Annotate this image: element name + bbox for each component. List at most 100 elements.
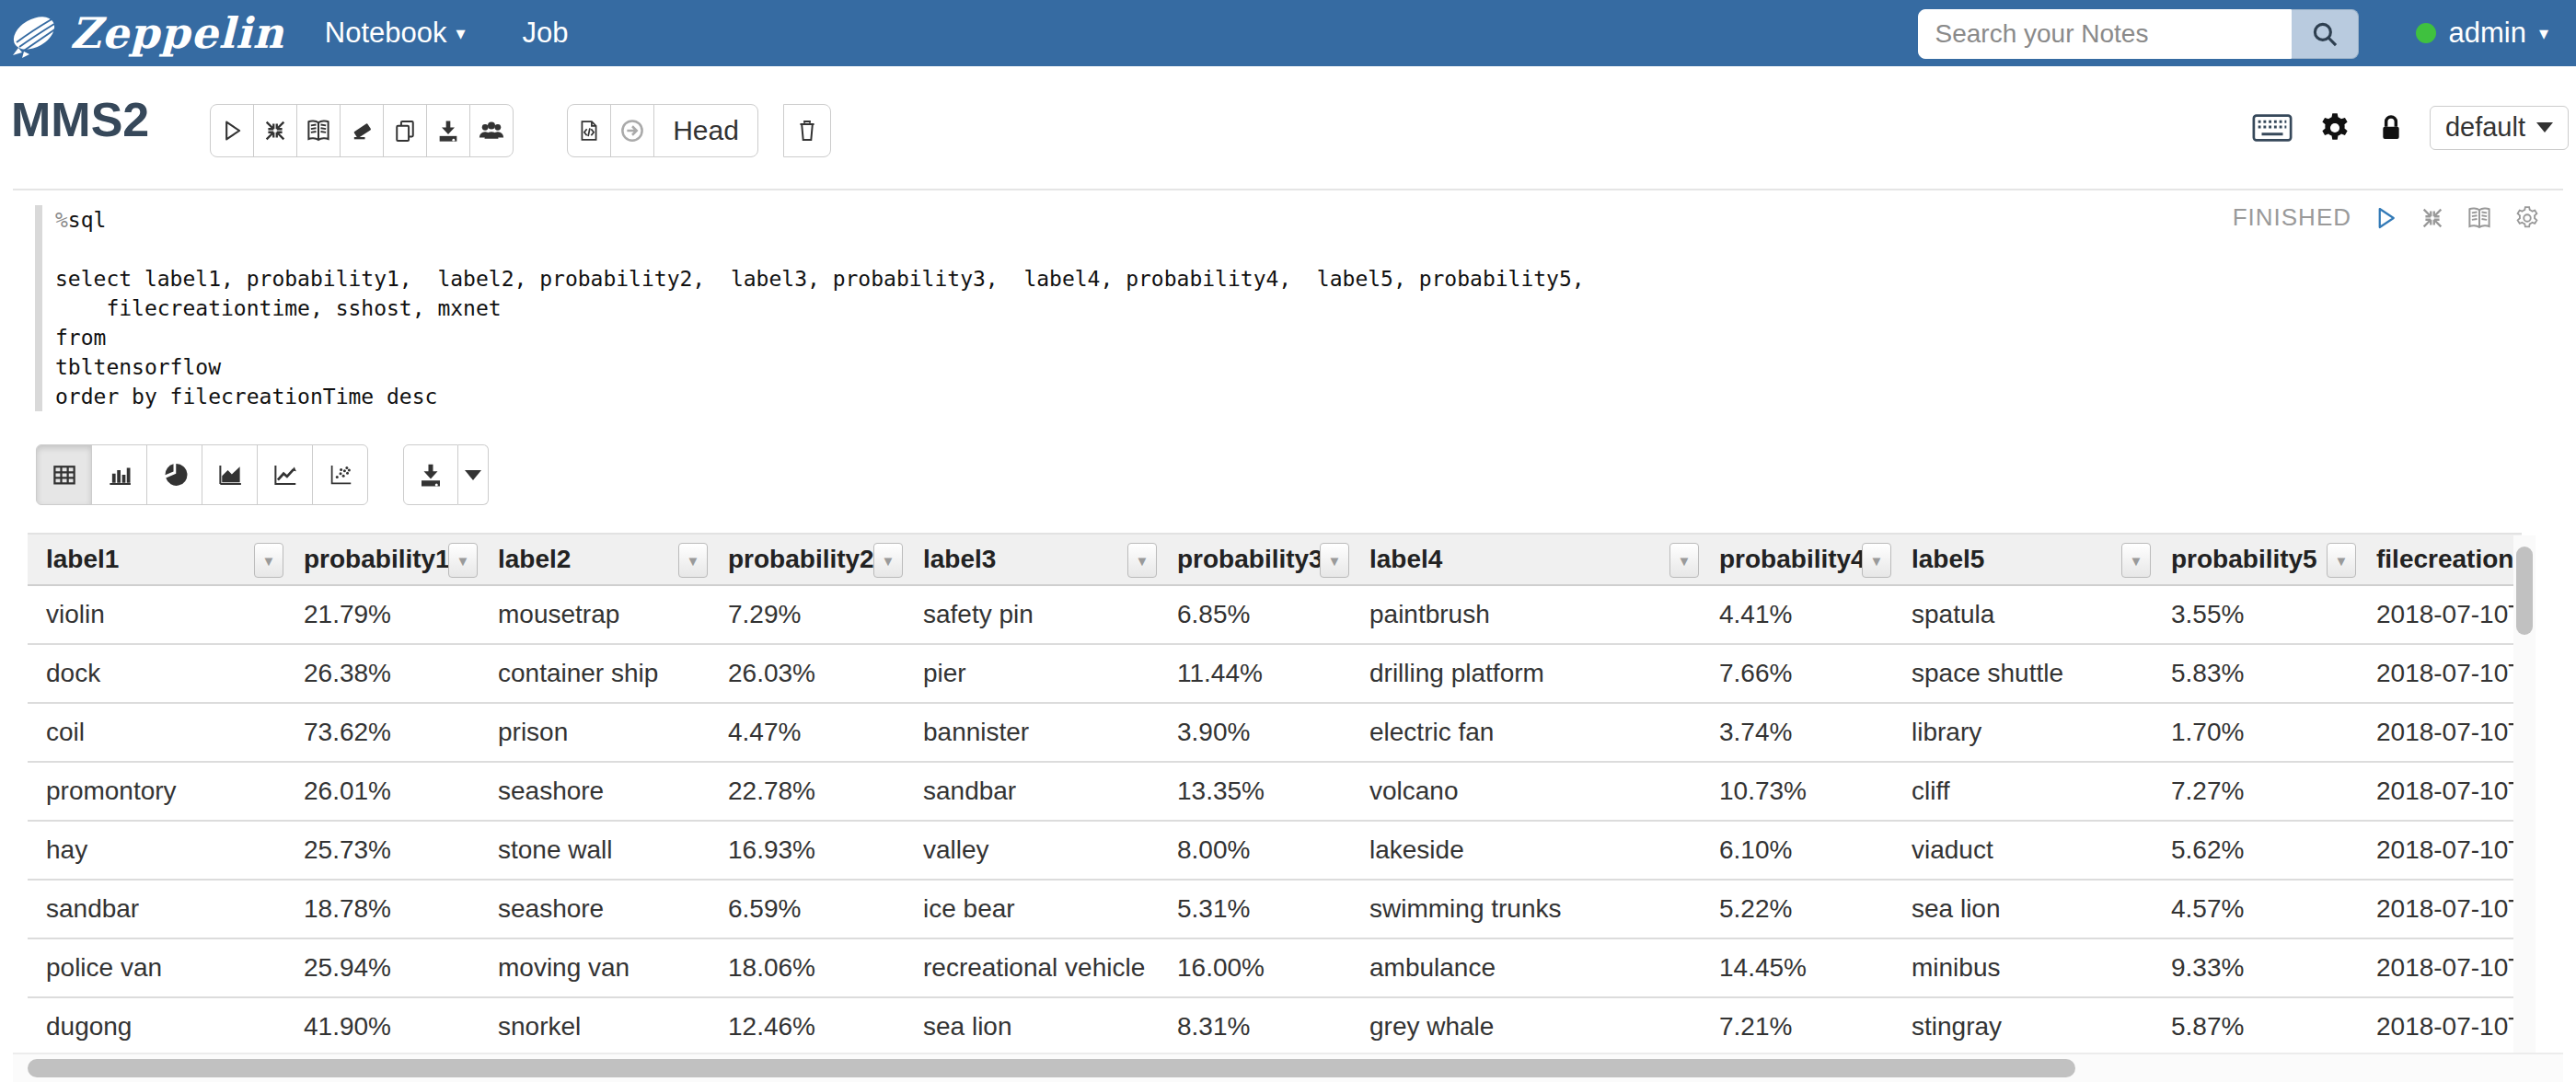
run-paragraph-icon[interactable] bbox=[2372, 204, 2399, 232]
scatter-chart-button[interactable] bbox=[312, 444, 368, 505]
column-header[interactable]: filecreationtime bbox=[2358, 534, 2522, 585]
magic-percent: % bbox=[55, 208, 68, 232]
user-menu[interactable]: admin ▾ bbox=[2416, 17, 2548, 50]
column-label: probability5 bbox=[2171, 545, 2317, 573]
paragraph-status: FINISHED bbox=[2233, 203, 2351, 232]
horizontal-scrollbar-thumb[interactable] bbox=[28, 1059, 2075, 1077]
filter-icon[interactable]: ▼ bbox=[448, 543, 478, 578]
column-header[interactable]: probability1▼ bbox=[285, 534, 479, 585]
table-cell: 7.27% bbox=[2153, 762, 2358, 821]
version-control-button[interactable] bbox=[567, 104, 611, 157]
column-header[interactable]: label2 ▼ bbox=[479, 534, 710, 585]
vertical-scrollbar[interactable] bbox=[2513, 535, 2536, 1056]
pie-chart-button[interactable] bbox=[146, 444, 202, 505]
table-cell: volcano bbox=[1351, 762, 1701, 821]
table-cell: drilling platform bbox=[1351, 644, 1701, 703]
clear-output-button[interactable] bbox=[340, 104, 384, 157]
table-display-button[interactable] bbox=[36, 444, 92, 505]
note-title[interactable]: MMS2 bbox=[11, 92, 149, 147]
download-data-button[interactable] bbox=[403, 444, 458, 505]
lock-icon[interactable] bbox=[2376, 111, 2406, 144]
table-row: hay25.73%stone wall16.93%valley8.00%lake… bbox=[28, 821, 2522, 880]
filter-icon[interactable]: ▼ bbox=[2121, 543, 2151, 578]
column-header[interactable]: label5▼ bbox=[1893, 534, 2153, 585]
nav-item-job[interactable]: Job bbox=[523, 17, 569, 50]
column-header[interactable]: probability5 ▼ bbox=[2153, 534, 2358, 585]
run-all-paragraphs-button[interactable] bbox=[210, 104, 254, 157]
column-label: label4 bbox=[1369, 545, 1442, 573]
filter-icon[interactable]: ▼ bbox=[2327, 543, 2356, 578]
table-cell: 4.57% bbox=[2153, 880, 2358, 938]
table-cell: dock bbox=[28, 644, 285, 703]
table-cell: police van bbox=[28, 938, 285, 997]
column-header[interactable]: label3▼ bbox=[905, 534, 1159, 585]
set-revision-button[interactable] bbox=[610, 104, 654, 157]
paragraph: FINISHED bbox=[13, 189, 2563, 1082]
filter-icon[interactable]: ▼ bbox=[254, 543, 283, 578]
vertical-scrollbar-thumb[interactable] bbox=[2516, 547, 2533, 635]
filter-icon[interactable]: ▼ bbox=[1669, 543, 1699, 578]
remove-note-button[interactable] bbox=[783, 104, 831, 157]
revision-head-button[interactable]: Head bbox=[653, 104, 758, 157]
collapse-paragraph-icon[interactable] bbox=[2420, 205, 2445, 231]
show-editor-icon[interactable] bbox=[2466, 204, 2493, 232]
table-cell: sea lion bbox=[1893, 880, 2153, 938]
table-cell: 73.62% bbox=[285, 703, 479, 762]
table-cell: 4.41% bbox=[1701, 585, 1893, 644]
show-hide-output-button[interactable] bbox=[296, 104, 341, 157]
filter-icon[interactable]: ▼ bbox=[1320, 543, 1349, 578]
area-chart-icon bbox=[216, 461, 244, 489]
column-header[interactable]: label1▼ bbox=[28, 534, 285, 585]
column-label: label2 bbox=[498, 545, 571, 573]
note-settings-icon[interactable] bbox=[2317, 110, 2352, 145]
user-name: admin bbox=[2449, 17, 2526, 50]
column-header[interactable]: probability4▼ bbox=[1701, 534, 1893, 585]
column-label: probability4 bbox=[1719, 545, 1866, 573]
table-cell: 5.22% bbox=[1701, 880, 1893, 938]
table-cell: 22.78% bbox=[710, 762, 905, 821]
download-options-button[interactable] bbox=[458, 444, 489, 505]
zeppelin-brand[interactable]: Zeppelin bbox=[9, 7, 284, 59]
show-hide-code-button[interactable] bbox=[253, 104, 297, 157]
code-editor[interactable]: %sql select label1, probability1, label2… bbox=[35, 205, 2563, 411]
table-cell: 21.79% bbox=[285, 585, 479, 644]
filter-icon[interactable]: ▼ bbox=[1862, 543, 1891, 578]
column-label: probability1 bbox=[304, 545, 450, 573]
navbar-links: Notebook ▾ Job bbox=[325, 17, 569, 50]
filter-icon[interactable]: ▼ bbox=[678, 543, 708, 578]
keyboard-shortcuts-icon[interactable] bbox=[2251, 111, 2293, 144]
copy-icon bbox=[392, 118, 418, 144]
file-code-icon bbox=[576, 118, 602, 144]
nav-item-notebook[interactable]: Notebook ▾ bbox=[325, 17, 466, 50]
line-chart-button[interactable] bbox=[257, 444, 313, 505]
column-header[interactable]: probability2▼ bbox=[710, 534, 905, 585]
interpreter-binding-button[interactable]: default bbox=[2430, 106, 2569, 150]
eraser-icon bbox=[349, 118, 375, 144]
horizontal-scrollbar[interactable] bbox=[13, 1053, 2563, 1082]
code-line: filecreationtime, sshost, mxnet bbox=[55, 294, 2563, 323]
bar-chart-button[interactable] bbox=[91, 444, 147, 505]
search-group bbox=[1918, 9, 2359, 57]
column-header[interactable]: probability3▼ bbox=[1159, 534, 1351, 585]
search-button[interactable] bbox=[2292, 9, 2359, 59]
note-permissions-button[interactable] bbox=[469, 104, 514, 157]
table-cell: sandbar bbox=[28, 880, 285, 938]
users-icon bbox=[478, 117, 505, 144]
table-cell: paintbrush bbox=[1351, 585, 1701, 644]
clone-note-button[interactable] bbox=[383, 104, 427, 157]
table-cell: 16.93% bbox=[710, 821, 905, 880]
export-note-button[interactable] bbox=[426, 104, 470, 157]
area-chart-button[interactable] bbox=[202, 444, 258, 505]
table-cell: 2018-07-10T16 bbox=[2358, 997, 2522, 1056]
search-input[interactable] bbox=[1918, 9, 2292, 59]
book-icon bbox=[305, 117, 332, 144]
table-cell: seashore bbox=[479, 880, 710, 938]
table-header-row: label1▼ probability1▼ label2▼ probabilit… bbox=[28, 534, 2522, 585]
filter-icon[interactable]: ▼ bbox=[1127, 543, 1157, 578]
table-cell: 14.45% bbox=[1701, 938, 1893, 997]
column-header[interactable]: label4 ▼ bbox=[1351, 534, 1701, 585]
paragraph-settings-icon[interactable] bbox=[2513, 204, 2541, 232]
filter-icon[interactable]: ▼ bbox=[873, 543, 903, 578]
table-cell: valley bbox=[905, 821, 1159, 880]
paragraph-status-bar: FINISHED bbox=[2233, 203, 2541, 232]
